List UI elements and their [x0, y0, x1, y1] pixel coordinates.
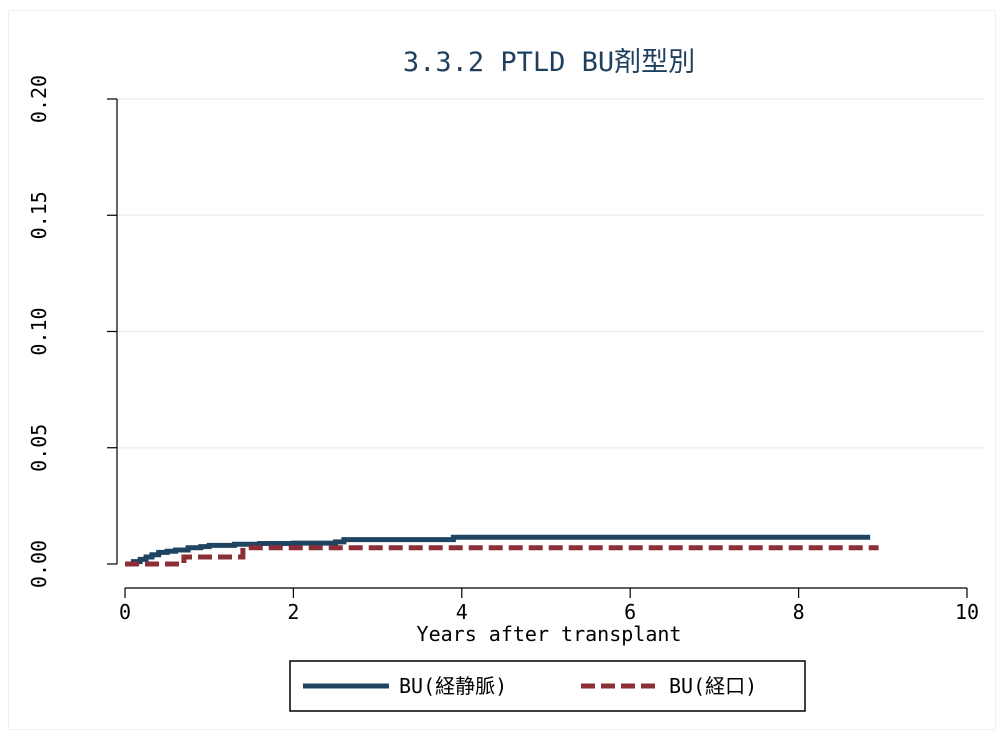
x-tick-label: 8 — [793, 600, 805, 624]
chart-frame: 3.3.2 PTLD BU剤型別 0.00 0.05 0.10 0.15 0.20 0 2 4… — [8, 10, 996, 730]
series-line-oral — [125, 545, 879, 567]
legend-label-oral: BU(経口) — [669, 674, 757, 698]
x-tick-label: 0 — [119, 600, 131, 624]
chart-title: 3.3.2 PTLD BU剤型別 — [403, 47, 695, 78]
y-tick-label: 0.00 — [27, 540, 51, 588]
legend: BU(経静脈) BU(経口) — [289, 660, 806, 712]
x-tick-label: 2 — [287, 600, 299, 624]
series-line-iv — [125, 534, 871, 567]
legend-label-iv: BU(経静脈) — [399, 674, 507, 698]
x-axis-title: Years after transplant — [417, 622, 682, 646]
x-tick-label: 6 — [624, 600, 636, 624]
x-tick-label: 10 — [955, 600, 979, 624]
y-tick-label: 0.10 — [27, 307, 51, 355]
x-tick-label: 4 — [456, 600, 468, 624]
series-lines — [125, 534, 879, 567]
y-tick-label: 0.05 — [27, 424, 51, 472]
y-tick-label: 0.20 — [27, 75, 51, 123]
km-chart: 3.3.2 PTLD BU剤型別 0.00 0.05 0.10 0.15 0.20 0 2 4… — [27, 47, 985, 712]
axes: 0.00 0.05 0.10 0.15 0.20 0 2 4 6 8 10 — [27, 75, 979, 624]
y-tick-label: 0.15 — [27, 191, 51, 239]
gridlines — [117, 98, 985, 449]
